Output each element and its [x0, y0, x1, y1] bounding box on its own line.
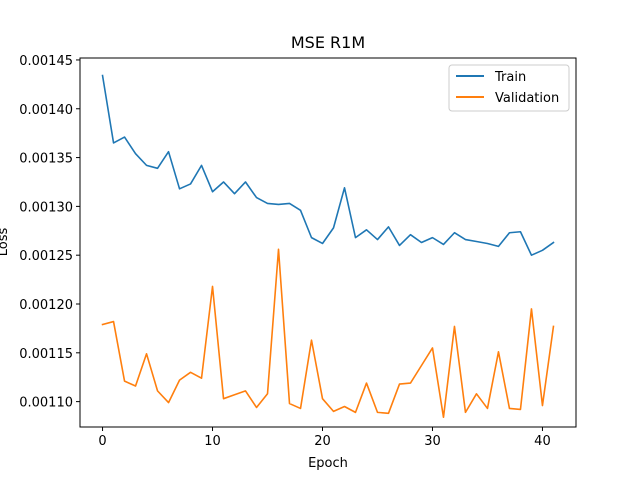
y-tick-label: 0.00145: [19, 54, 73, 69]
y-axis-label: Loss: [0, 228, 11, 257]
train-series-line: [101, 74, 555, 256]
y-tick-label: 0.00135: [19, 152, 73, 167]
x-tick-label: 30: [424, 434, 441, 449]
plot-area: [101, 74, 555, 419]
x-tick-label: 20: [314, 434, 331, 449]
y-tick-label: 0.00110: [19, 396, 73, 411]
legend-validation-label: Validation: [495, 91, 559, 106]
y-tick-label: 0.00120: [19, 298, 73, 313]
legend: Train Validation: [448, 64, 570, 112]
x-axis-label: Epoch: [308, 456, 348, 471]
legend-train-label: Train: [494, 70, 526, 85]
validation-series-line: [101, 248, 555, 419]
y-tick-label: 0.00130: [19, 200, 73, 215]
x-tick-label: 10: [204, 434, 221, 449]
y-tick-label: 0.00115: [19, 347, 73, 362]
plot-frame: [79, 57, 577, 428]
x-tick-label: 40: [534, 434, 551, 449]
x-tick-label: 0: [98, 434, 106, 449]
y-tick-label: 0.00125: [19, 249, 73, 264]
y-tick-label: 0.00140: [19, 103, 73, 118]
chart-title: MSE R1M: [291, 33, 365, 52]
axes: 0 10 20 30 40 0.00110 0.00115 0.00120 0.00125 0.0…: [19, 54, 550, 449]
